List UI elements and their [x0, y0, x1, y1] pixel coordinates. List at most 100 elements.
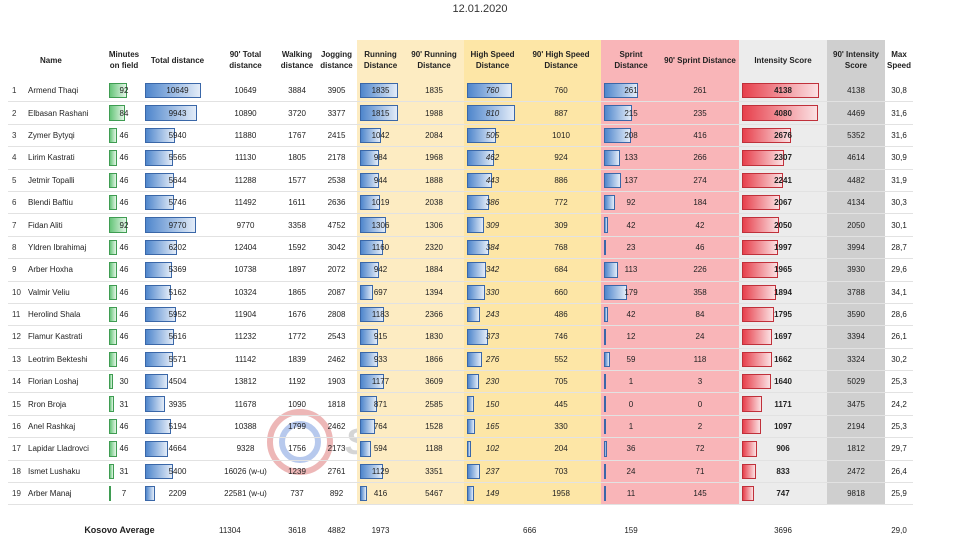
intensity-bar — [742, 351, 772, 368]
total-bar — [145, 418, 172, 435]
cell-maxspeed: 30,8 — [885, 80, 913, 103]
running-value: 416 — [373, 489, 388, 499]
table-row: 4 Lirim Kastrati 46 5565 11130 1805 2178 984 196… — [8, 146, 913, 170]
table-row: 11 Herolind Shala 46 5952 11904 1676 2808 1183 2… — [8, 303, 913, 327]
running-bar — [360, 150, 380, 166]
cell-intensity90: 4134 — [827, 191, 885, 215]
cell-running: 594 — [357, 437, 404, 461]
running-bar — [360, 418, 375, 435]
cell-intensity90: 3394 — [827, 325, 885, 349]
minutes-value: 31 — [119, 466, 129, 476]
cell-idx: 15 — [8, 392, 26, 416]
cell-hsd90: 768 — [521, 236, 601, 260]
total-value: 10649 — [166, 86, 189, 96]
cell-sprint90: 358 — [661, 281, 739, 304]
cell-walking: 737 — [278, 482, 316, 506]
cell-sprint: 1 — [601, 415, 661, 439]
cell-running90: 2585 — [404, 392, 464, 416]
cell-total: 5952 — [142, 303, 213, 327]
cell-hsd90: 772 — [521, 191, 601, 215]
cell-sprint90: 184 — [661, 191, 739, 215]
table-row: 12 Flamur Kastrati 46 5616 11232 1772 2543 915 1… — [8, 325, 913, 349]
running-value: 984 — [373, 153, 388, 163]
cell-intensity90: 3994 — [827, 236, 885, 260]
cell-intensity90: 3930 — [827, 258, 885, 282]
cell-name: Armend Thaqi — [26, 80, 106, 103]
hsd-value: 243 — [485, 310, 500, 320]
cell-total: 5616 — [142, 325, 213, 349]
cell-total90: 10890 — [213, 101, 278, 125]
cell-name: Fidan Aliti — [26, 213, 106, 237]
cell-minutes: 92 — [106, 213, 142, 237]
cell-sprint90: 72 — [661, 437, 739, 461]
running-bar — [360, 127, 381, 144]
cell-idx: 6 — [8, 191, 26, 215]
sprint-bar — [604, 150, 621, 166]
cell-jogging: 2072 — [316, 258, 357, 282]
total-value: 5644 — [168, 175, 187, 185]
cell-running90: 1528 — [404, 415, 464, 439]
sprint-value: 36 — [626, 444, 636, 454]
running-value: 1815 — [371, 108, 390, 118]
cell-sprint90: 416 — [661, 124, 739, 148]
cell-hsd90: 684 — [521, 258, 601, 282]
intensity-bar — [742, 127, 792, 144]
cell-sprint90: 3 — [661, 370, 739, 394]
total-bar — [145, 172, 174, 188]
hsd-bar — [467, 351, 483, 368]
cell-idx: 18 — [8, 460, 26, 484]
running-bar — [360, 194, 381, 211]
hsd-bar — [467, 239, 489, 256]
intensity-value: 4138 — [774, 86, 792, 96]
cell-name: Flamur Kastrati — [26, 325, 106, 349]
cell-intensity90: 4469 — [827, 101, 885, 125]
cell-minutes: 46 — [106, 437, 142, 461]
cell-jogging: 2808 — [316, 303, 357, 327]
total-value: 5616 — [168, 332, 187, 342]
cell-running90: 2366 — [404, 303, 464, 327]
intensity-bar — [742, 150, 785, 166]
cell-minutes: 46 — [106, 415, 142, 439]
header-maxspeed: Max Speed — [887, 50, 912, 70]
cell-name: Florian Loshaj — [26, 370, 106, 394]
intensity-value: 2241 — [774, 175, 792, 185]
cell-running: 915 — [357, 325, 404, 349]
minutes-value: 46 — [119, 422, 129, 432]
sprint-value: 12 — [626, 332, 636, 342]
hsd-value: 505 — [485, 130, 500, 140]
cell-intensity: 1171 — [739, 392, 827, 416]
table-row: 18 Ismet Lushaku 31 5400 16026 (w-u) 1239 2761… — [8, 460, 913, 484]
cell-name: Arber Hoxha — [26, 258, 106, 282]
cell-running: 416 — [357, 482, 404, 506]
total-bar — [145, 306, 176, 323]
cell-running90: 1835 — [404, 80, 464, 103]
cell-minutes: 31 — [106, 460, 142, 484]
sprint-bar — [604, 172, 621, 188]
cell-intensity90: 1812 — [827, 437, 885, 461]
cell-walking: 1611 — [278, 191, 316, 215]
hsd-bar — [467, 306, 481, 323]
table-row: 9 Arber Hoxha 46 5369 10738 1897 2072 942 1884 34… — [8, 258, 913, 282]
table-row: 2 Elbasan Rashani 84 9943 10890 3720 3377 1815 1… — [8, 101, 913, 125]
table-row: 17 Lapidar Lladrovci 46 4664 9328 1756 2173 594… — [8, 437, 913, 461]
cell-name: Jetmir Topalli — [26, 169, 106, 192]
minutes-value: 92 — [119, 220, 129, 230]
hsd-value: 165 — [485, 422, 500, 432]
cell-sprint90: 266 — [661, 146, 739, 170]
total-bar — [145, 217, 197, 233]
total-bar — [145, 463, 173, 480]
intensity-bar — [742, 83, 820, 99]
cell-hsd: 342 — [464, 258, 521, 282]
cell-jogging: 2415 — [316, 124, 357, 148]
cell-jogging: 2761 — [316, 460, 357, 484]
running-value: 871 — [373, 399, 388, 409]
cell-walking: 1805 — [278, 146, 316, 170]
table-row: 16 Anel Rashkaj 46 5194 10388 1799 2462 764 1528… — [8, 415, 913, 439]
cell-running: 1042 — [357, 124, 404, 148]
cell-total90: 11904 — [213, 303, 278, 327]
minutes-value: 46 — [119, 242, 129, 252]
cell-jogging: 3377 — [316, 101, 357, 125]
cell-jogging: 1818 — [316, 392, 357, 416]
stats-table: Name Minutes on field Total distance 90'… — [8, 40, 913, 545]
cell-minutes: 46 — [106, 169, 142, 192]
